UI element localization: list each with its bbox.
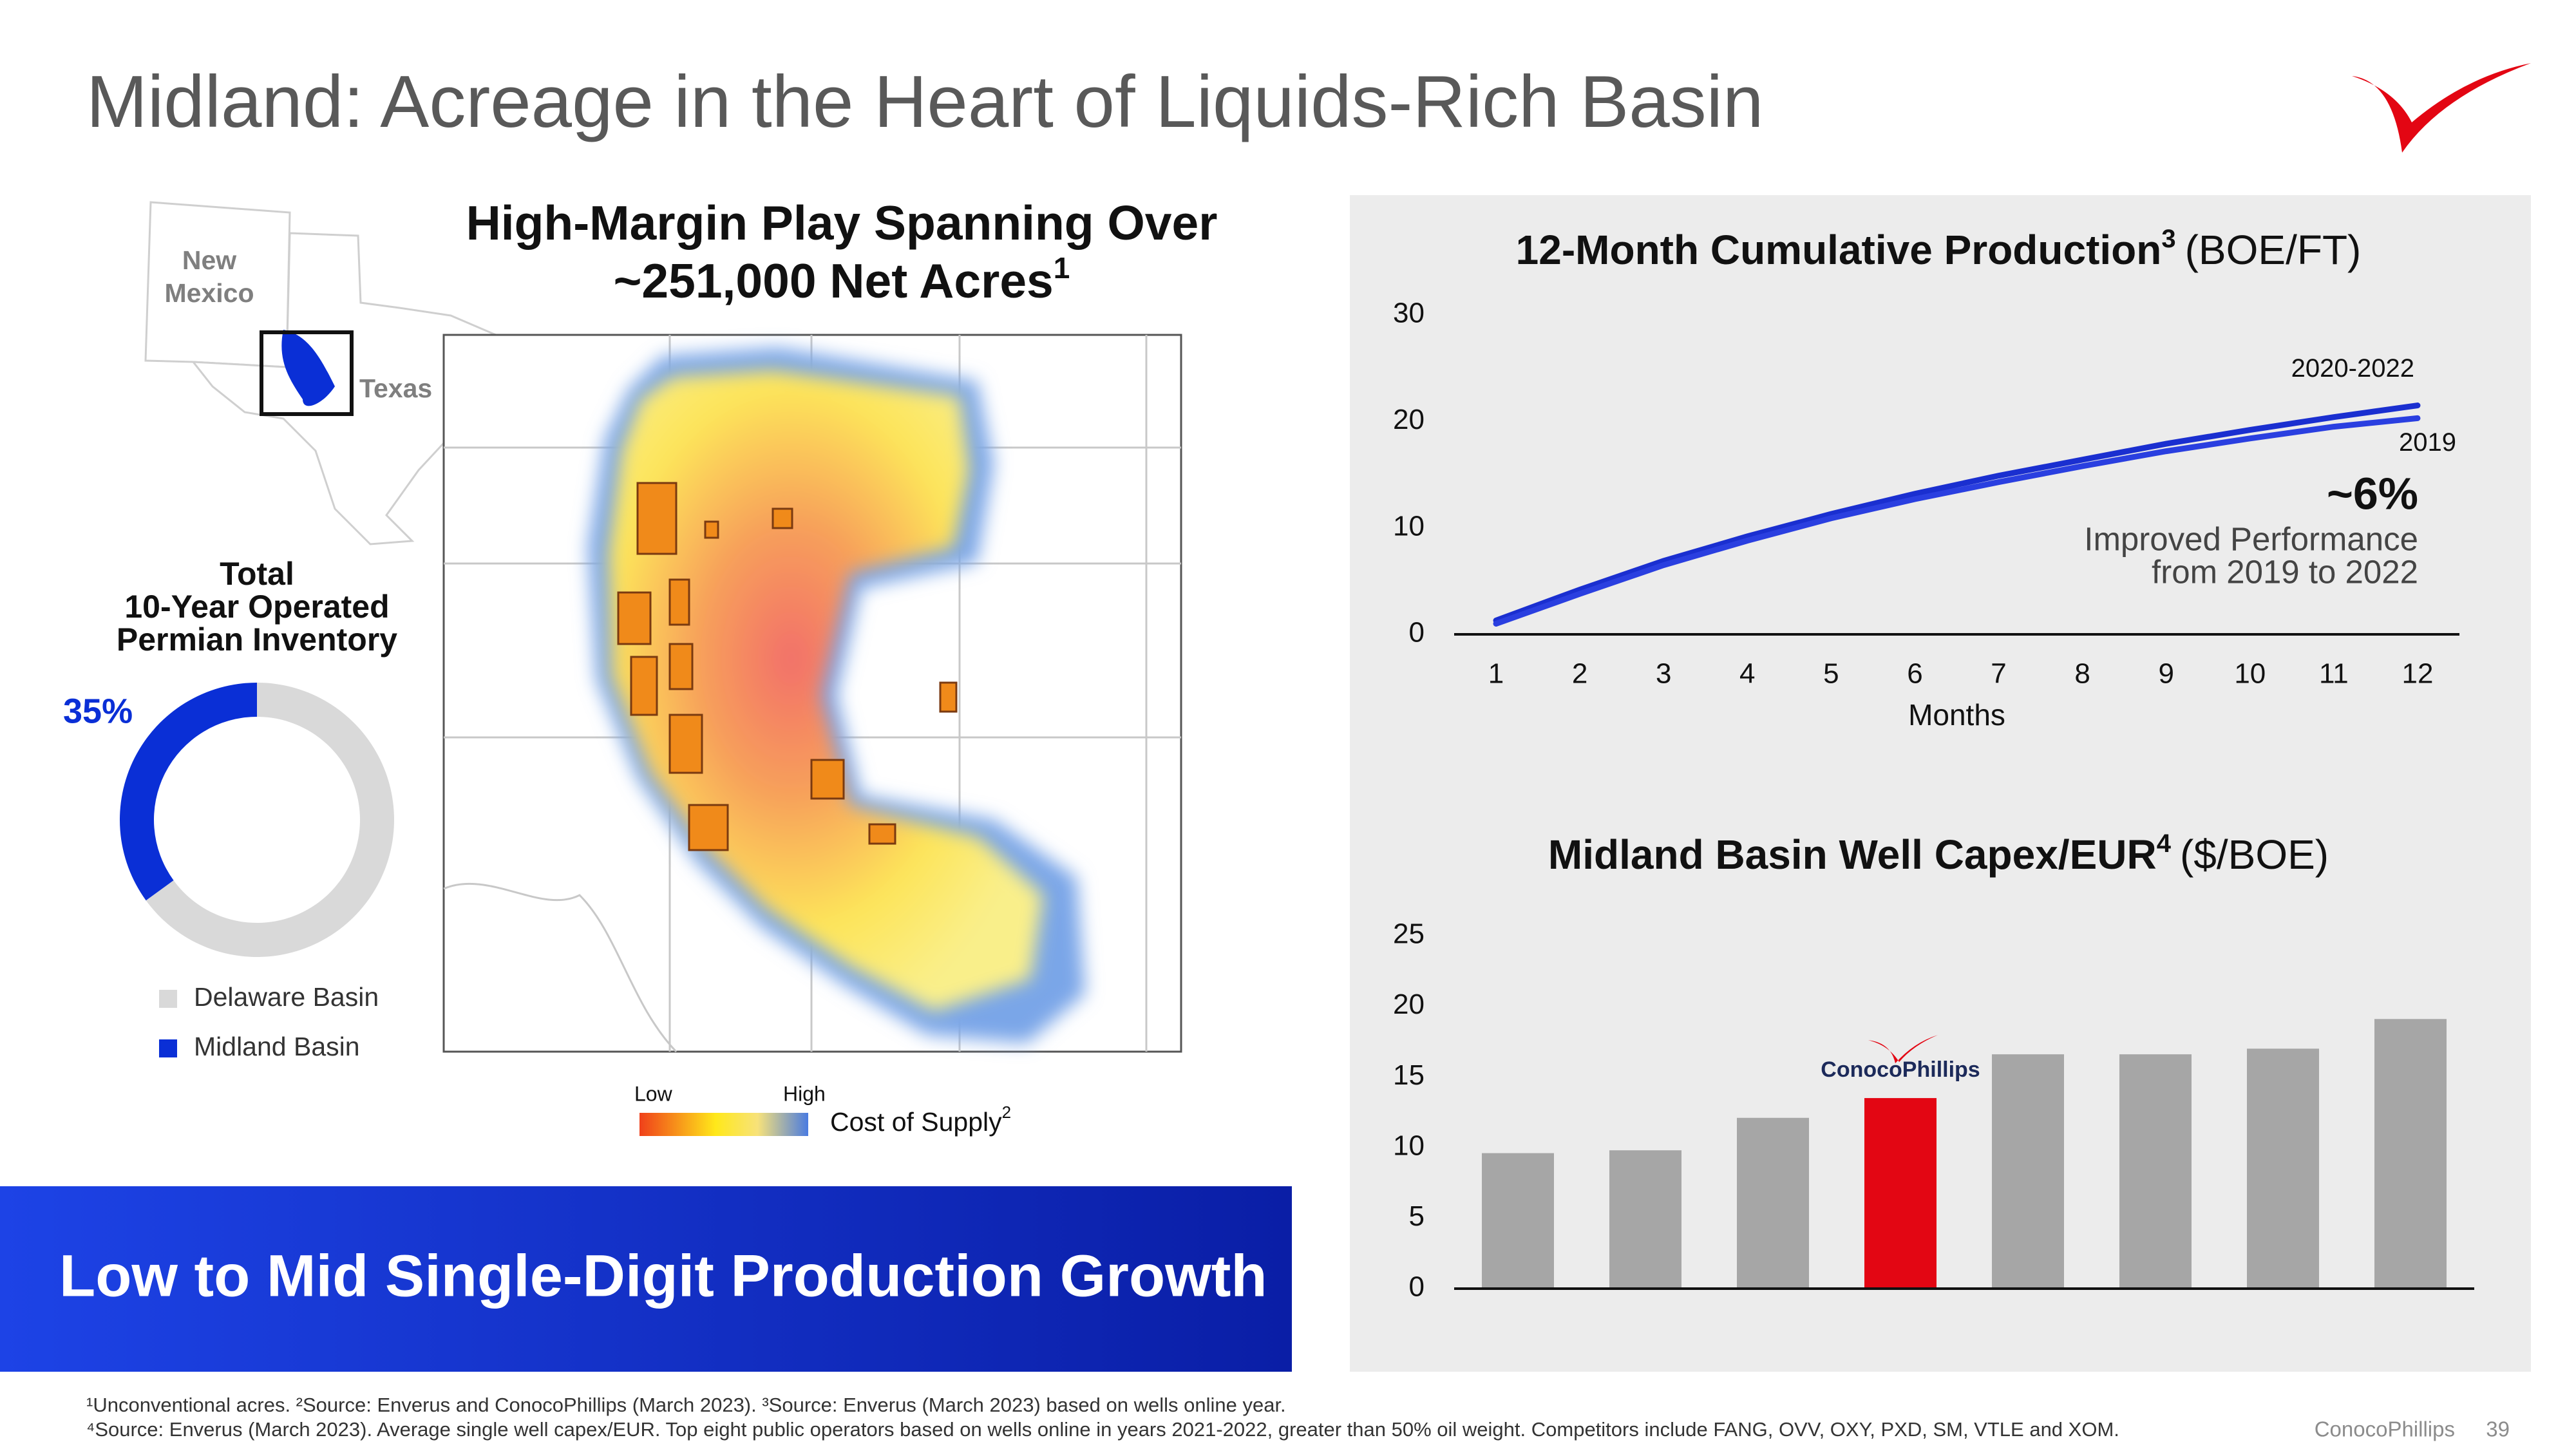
bar bbox=[2374, 1019, 2447, 1289]
chart-title-unit: (BOE/FT) bbox=[2185, 227, 2362, 273]
x-tick-label: 11 bbox=[2319, 658, 2349, 690]
y-tick-label: 10 bbox=[1393, 1130, 1425, 1161]
x-tick-label: 6 bbox=[1907, 658, 1922, 690]
bar bbox=[1737, 1117, 1809, 1289]
y-tick-label: 15 bbox=[1393, 1059, 1425, 1091]
state-label: Texas bbox=[359, 374, 432, 403]
bar bbox=[1482, 1153, 1554, 1289]
annotation: Improved Performance bbox=[2084, 520, 2418, 557]
series-label: 2019 bbox=[2399, 428, 2456, 457]
legend-title: Cost of Supply2 bbox=[830, 1103, 1011, 1137]
cost-legend-bar bbox=[639, 1113, 808, 1136]
y-tick-label: 20 bbox=[1393, 989, 1425, 1020]
category-logo bbox=[1868, 1035, 1938, 1064]
value-label: 35% bbox=[63, 692, 133, 730]
bar bbox=[1609, 1150, 1681, 1289]
map-title-sup: 1 bbox=[1054, 251, 1070, 285]
legend-title-text: Cost of Supply bbox=[830, 1107, 1002, 1137]
y-tick-label: 0 bbox=[1409, 1271, 1425, 1303]
banner-text: Low to Mid Single-Digit Production Growt… bbox=[59, 1243, 1267, 1309]
y-tick-label: 30 bbox=[1393, 298, 1425, 329]
x-tick-label: 12 bbox=[2401, 658, 2433, 690]
map-title-text: ~251,000 Net Acres bbox=[614, 254, 1054, 308]
footer-company: ConocoPhillips bbox=[2315, 1417, 2455, 1441]
state-label: Mexico bbox=[165, 278, 254, 308]
x-tick-label: 1 bbox=[1488, 658, 1504, 690]
heat-map bbox=[442, 334, 1182, 1053]
x-axis-label: Months bbox=[1908, 698, 2005, 732]
chart-title-text: Midland Basin Well Capex/EUR bbox=[1548, 831, 2157, 878]
legend-swatch bbox=[159, 1039, 177, 1057]
line-series bbox=[1493, 402, 2421, 624]
chart-title: Midland Basin Well Capex/EUR4 ($/BOE) bbox=[1548, 829, 2329, 878]
state-label: New bbox=[182, 245, 236, 275]
legend-low: Low bbox=[634, 1082, 673, 1105]
x-tick-label: 5 bbox=[1823, 658, 1839, 690]
y-tick-label: 20 bbox=[1393, 404, 1425, 435]
bar bbox=[2247, 1048, 2319, 1289]
bar bbox=[2119, 1054, 2192, 1289]
chart-title: Total bbox=[220, 556, 294, 592]
chart-title-sup: 3 bbox=[2161, 225, 2175, 253]
annotation: ~6% bbox=[2327, 468, 2418, 518]
texas-shape bbox=[191, 232, 497, 545]
legend-label: Midland Basin bbox=[194, 1032, 360, 1061]
acreage-blocks bbox=[617, 482, 958, 851]
banner bbox=[0, 1186, 1292, 1372]
x-tick-label: 3 bbox=[1656, 658, 1671, 690]
company-logo bbox=[2352, 63, 2531, 153]
chart-title-text: 12-Month Cumulative Production bbox=[1516, 227, 2162, 273]
map-title: High-Margin Play Spanning Over bbox=[466, 196, 1218, 250]
legend-swatch bbox=[159, 990, 177, 1008]
page-number: 39 bbox=[2486, 1417, 2510, 1441]
x-tick-label: 7 bbox=[1991, 658, 2006, 690]
x-tick-label: 4 bbox=[1739, 658, 1755, 690]
x-tick-label: 10 bbox=[2234, 658, 2266, 690]
chart-title: 12-Month Cumulative Production3 (BOE/FT) bbox=[1516, 225, 2362, 273]
slide-title: Midland: Acreage in the Heart of Liquids… bbox=[86, 61, 1763, 143]
x-tick-label: 8 bbox=[2074, 658, 2090, 690]
inset-frame bbox=[260, 330, 354, 416]
series-label: 2020-2022 bbox=[2291, 354, 2414, 383]
midland-basin-shape bbox=[281, 330, 335, 406]
chart-title-sup: 4 bbox=[2157, 829, 2172, 858]
x-tick-label: 9 bbox=[2158, 658, 2174, 690]
line-series bbox=[1493, 415, 2421, 627]
footnote: ¹Unconventional acres. ²Source: Enverus … bbox=[86, 1394, 1286, 1416]
legend-high: High bbox=[783, 1082, 826, 1105]
category-label: ConocoPhillips bbox=[1821, 1057, 1980, 1082]
y-tick-label: 0 bbox=[1409, 617, 1425, 649]
pie-slice bbox=[120, 683, 257, 901]
footnote: ⁴Source: Enverus (March 2023). Average s… bbox=[86, 1418, 2119, 1441]
bar bbox=[1864, 1098, 1937, 1289]
y-tick-label: 5 bbox=[1409, 1200, 1425, 1232]
chart-title: 10-Year Operated bbox=[124, 589, 389, 625]
inset-map: New Mexico Texas bbox=[144, 201, 497, 545]
legend-title-sup: 2 bbox=[1002, 1103, 1011, 1122]
annotation: from 2019 to 2022 bbox=[2152, 553, 2418, 590]
legend-label: Delaware Basin bbox=[194, 982, 379, 1012]
bar bbox=[1992, 1054, 2064, 1289]
chart-title-unit: ($/BOE) bbox=[2180, 831, 2329, 878]
x-tick-label: 2 bbox=[1572, 658, 1587, 690]
y-tick-label: 25 bbox=[1393, 918, 1425, 950]
y-tick-label: 10 bbox=[1393, 510, 1425, 542]
map-title: ~251,000 Net Acres1 bbox=[614, 251, 1070, 308]
chart-title: Permian Inventory bbox=[117, 621, 397, 658]
